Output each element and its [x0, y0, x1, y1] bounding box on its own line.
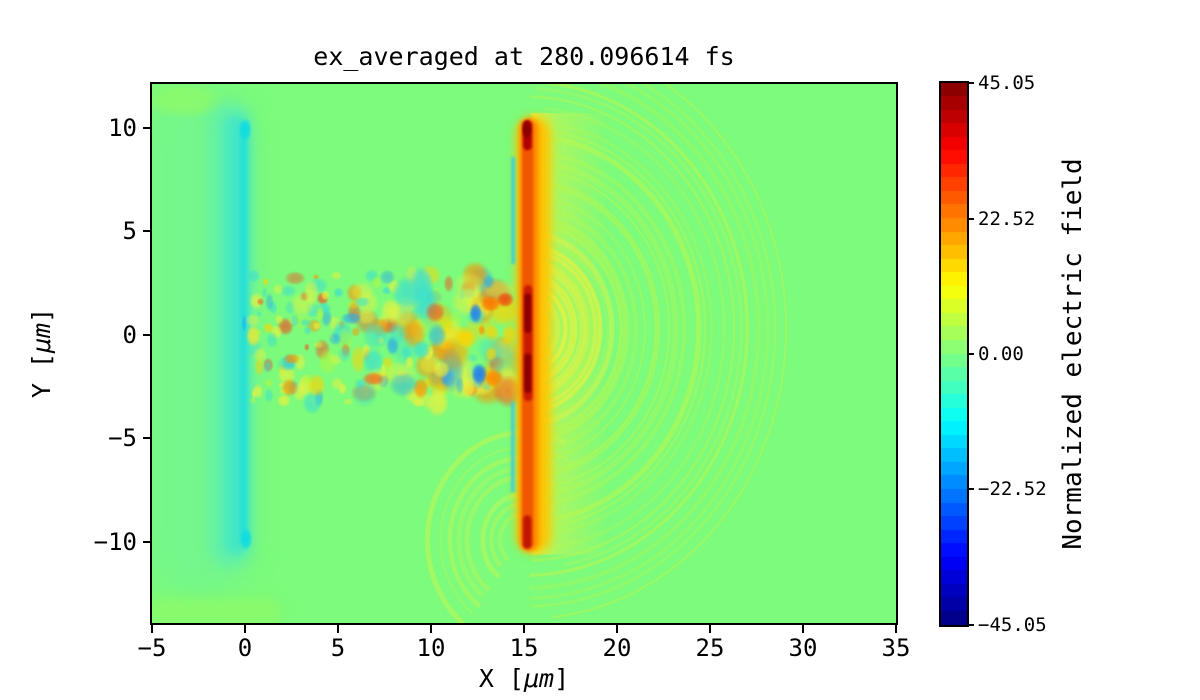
x-tick-label: 0 [237, 634, 253, 662]
y-tick-label: −5 [108, 424, 137, 453]
colorbar-tick-label: 45.05 [978, 72, 1036, 94]
x-tick-label: 10 [416, 634, 446, 662]
plot-frame [150, 82, 898, 625]
x-tick-mark [802, 625, 804, 633]
y-axis-label-prefix: Y [ [27, 353, 56, 399]
x-tick-label: 5 [330, 634, 346, 662]
x-axis-label-suffix: ] [554, 664, 570, 693]
x-tick-label: 30 [788, 634, 818, 662]
colorbar-tick-label: −45.05 [978, 614, 1047, 636]
x-tick-mark [244, 625, 246, 633]
y-tick-mark [143, 230, 152, 233]
colorbar-tick-mark [967, 488, 974, 491]
y-tick-mark [143, 437, 152, 440]
x-tick-label: 20 [602, 634, 632, 662]
y-axis-label-suffix: ] [27, 307, 56, 323]
y-tick-label: 0 [122, 320, 137, 349]
colorbar-tick-mark [967, 217, 974, 220]
x-tick-label: 15 [509, 634, 539, 662]
x-tick-mark [709, 625, 711, 633]
y-tick-label: 10 [108, 113, 137, 142]
x-tick-label: 35 [881, 634, 911, 662]
x-axis-label-prefix: X [ [478, 664, 524, 693]
y-tick-label: −10 [93, 528, 137, 557]
x-tick-mark [616, 625, 618, 633]
x-tick-mark [151, 625, 153, 633]
colorbar [941, 83, 967, 625]
x-tick-label: −5 [137, 634, 167, 662]
colorbar-tick-mark [967, 353, 974, 355]
y-tick-mark [143, 126, 152, 129]
colorbar-tick-mark [967, 82, 974, 84]
colorbar-frame [939, 81, 969, 627]
colorbar-tick-mark [967, 624, 974, 626]
x-tick-mark [523, 625, 525, 633]
y-axis-unit: μm [27, 322, 56, 354]
y-tick-mark [143, 541, 152, 544]
y-axis-label: Y [μm] [25, 203, 59, 503]
field-heatmap [152, 84, 896, 623]
colorbar-tick-label: 22.52 [978, 207, 1036, 230]
x-tick-label: 25 [695, 634, 725, 662]
x-tick-mark [337, 625, 339, 633]
x-axis-label: X [μm] [152, 663, 896, 695]
x-axis-unit: μm [523, 664, 555, 693]
colorbar-tick-label: 0.00 [978, 343, 1024, 365]
x-tick-mark [430, 625, 432, 633]
colorbar-tick-label: −22.52 [978, 478, 1047, 501]
y-tick-label: 5 [122, 217, 137, 246]
plot-title: ex_averaged at 280.096614 fs [313, 42, 735, 71]
x-tick-mark [895, 625, 897, 633]
y-tick-mark [143, 333, 152, 336]
